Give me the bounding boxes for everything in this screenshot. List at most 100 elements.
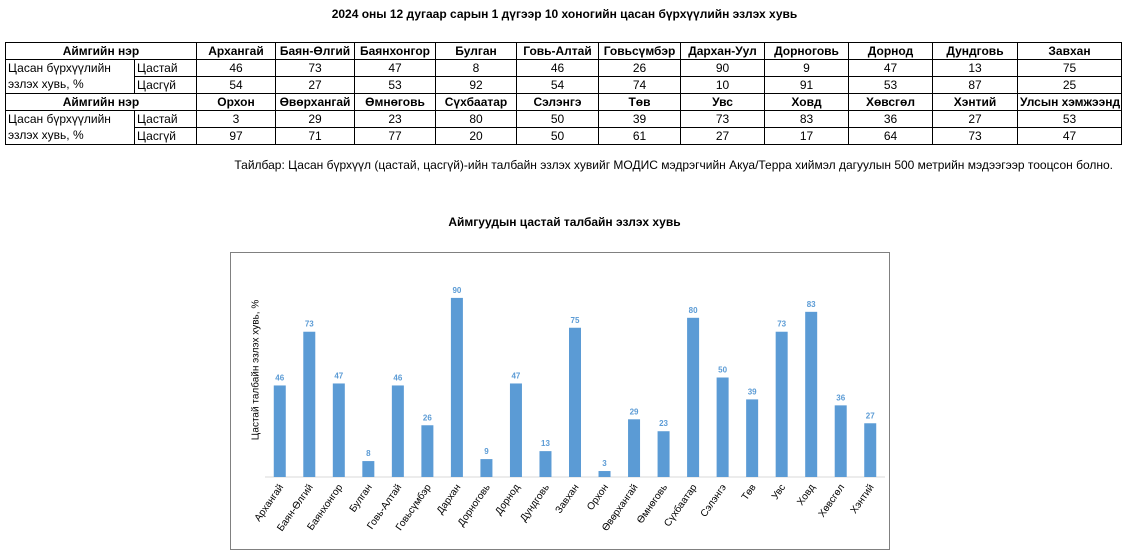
data-label: 3	[602, 459, 607, 468]
nosnow-value-cell: 91	[764, 76, 849, 94]
data-label: 8	[366, 449, 371, 458]
snow-value-cell: 90	[680, 59, 765, 77]
snow-value-cell: 39	[598, 110, 681, 128]
data-label: 73	[305, 320, 314, 329]
sub-label-cell: Цасгүй	[134, 76, 197, 94]
province-name-cell: Говьсүмбэр	[598, 42, 681, 60]
province-name-cell: Дархан-Уул	[680, 42, 765, 60]
province-name-cell: Хэнтий	[932, 93, 1018, 111]
province-name-cell: Улсын хэмжээнд	[1017, 93, 1122, 111]
snow-value-cell: 9	[764, 59, 849, 77]
bar	[657, 431, 670, 477]
nosnow-value-cell: 61	[598, 127, 681, 145]
table-row: эзлэх хувь, % Цасгүй 97 71 77 20 50 61 27 17 64 73 4…	[5, 127, 1122, 145]
snow-value-cell: 13	[932, 59, 1018, 77]
bar	[864, 423, 877, 477]
nosnow-value-cell: 17	[764, 127, 849, 145]
snow-value-cell: 27	[932, 110, 1018, 128]
snow-value-cell: 29	[275, 110, 355, 128]
nosnow-value-cell: 53	[354, 76, 436, 94]
data-label: 83	[807, 300, 816, 309]
x-tick-label: Орхон	[585, 482, 611, 512]
nosnow-value-cell: 64	[848, 127, 933, 145]
bar	[273, 385, 286, 477]
x-tick-label: Дархан	[435, 482, 463, 516]
snow-value-cell: 47	[354, 59, 436, 77]
province-name-cell: Архангай	[196, 42, 276, 60]
snow-value-cell: 50	[516, 110, 599, 128]
data-label: 47	[334, 371, 343, 380]
province-name-cell: Булган	[435, 42, 517, 60]
province-name-cell: Увс	[680, 93, 765, 111]
province-name-cell: Хөвсгөл	[848, 93, 933, 111]
nosnow-value-cell: 27	[275, 76, 355, 94]
bar	[834, 405, 847, 477]
data-label: 46	[275, 373, 284, 382]
data-label: 46	[393, 373, 402, 382]
x-tick-label: Завхан	[554, 482, 582, 515]
snow-value-cell: 47	[848, 59, 933, 77]
province-name-cell: Дорнод	[848, 42, 933, 60]
nosnow-value-cell: 92	[435, 76, 517, 94]
province-name-cell: Говь-Алтай	[516, 42, 599, 60]
sub-label-cell: Цастай	[134, 110, 197, 128]
snow-value-cell: 73	[680, 110, 765, 128]
bar	[450, 297, 463, 477]
data-label: 47	[511, 371, 520, 380]
snow-value-cell: 3	[196, 110, 276, 128]
snow-value-cell: 75	[1017, 59, 1122, 77]
data-label: 80	[689, 306, 698, 315]
snow-value-cell: 26	[598, 59, 681, 77]
data-label: 75	[571, 316, 580, 325]
province-name-cell: Өвөрхангай	[275, 93, 355, 111]
table-header-row: Аймгийн нэр Архангай Баян-Өлгий Баянхонгор Б…	[5, 42, 1122, 60]
province-name-cell: Дорноговь	[764, 42, 849, 60]
sub-label-cell: Цастай	[134, 59, 197, 77]
data-label: 27	[866, 411, 875, 420]
header-label-cell: Аймгийн нэр	[5, 42, 197, 60]
snow-value-cell: 53	[1017, 110, 1122, 128]
snow-value-cell: 36	[848, 110, 933, 128]
data-label: 9	[484, 447, 489, 456]
table-row: Цасан бүрхүүлийн Цастай 46 73 47 8 46 26 90 9 47 13…	[5, 59, 1122, 77]
snow-value-cell: 46	[516, 59, 599, 77]
bar	[421, 425, 434, 477]
snow-value-cell: 83	[764, 110, 849, 128]
x-tick-label: Хөвсгөл	[817, 482, 848, 519]
data-label: 26	[423, 413, 432, 422]
bar	[539, 451, 552, 477]
bar	[391, 385, 404, 477]
table-row: Цасан бүрхүүлийн Цастай 3 29 23 80 50 39 73 83 36 2…	[5, 110, 1122, 128]
data-label: 39	[748, 387, 757, 396]
bar	[716, 377, 729, 477]
data-label: 90	[452, 286, 461, 295]
nosnow-value-cell: 10	[680, 76, 765, 94]
x-tick-label: Төв	[740, 482, 759, 502]
chart-title: Аймгуудын цастай талбайн эзлэх хувь	[448, 215, 681, 229]
data-label: 13	[541, 439, 550, 448]
row-label-cell: Цасан бүрхүүлийн	[5, 110, 135, 128]
nosnow-value-cell: 97	[196, 127, 276, 145]
bar-chart: 46Архангай73Баян-Өлгий47Баянхонгор8Булга…	[253, 286, 885, 534]
y-axis-label: Цастай талбайн эзлэх хувь, %	[250, 299, 262, 441]
table-note: Тайлбар: Цасан бүрхүүл (цастай, цасгүй)-…	[234, 158, 1113, 172]
sub-label-cell: Цасгүй	[134, 127, 197, 145]
nosnow-value-cell: 53	[848, 76, 933, 94]
snow-value-cell: 73	[275, 59, 355, 77]
nosnow-value-cell: 20	[435, 127, 517, 145]
bar	[805, 311, 818, 477]
chart-area: 46 Архангай 73 Баян-Өлгий 47 Баянхонгор 8 Булга…	[230, 252, 890, 550]
nosnow-value-cell: 50	[516, 127, 599, 145]
header-label-cell: Аймгийн нэр	[5, 93, 197, 111]
row-label-cell: эзлэх хувь, %	[5, 76, 135, 94]
nosnow-value-cell: 54	[196, 76, 276, 94]
data-label: 36	[836, 393, 845, 402]
province-name-cell: Өмнөговь	[354, 93, 436, 111]
snow-value-cell: 8	[435, 59, 517, 77]
province-name-cell: Сүхбаатар	[435, 93, 517, 111]
nosnow-value-cell: 71	[275, 127, 355, 145]
province-name-cell: Орхон	[196, 93, 276, 111]
table-row: эзлэх хувь, % Цасгүй 54 27 53 92 54 74 10 91 53 87 2…	[5, 76, 1122, 94]
bar	[362, 461, 375, 477]
province-name-cell: Завхан	[1017, 42, 1122, 60]
